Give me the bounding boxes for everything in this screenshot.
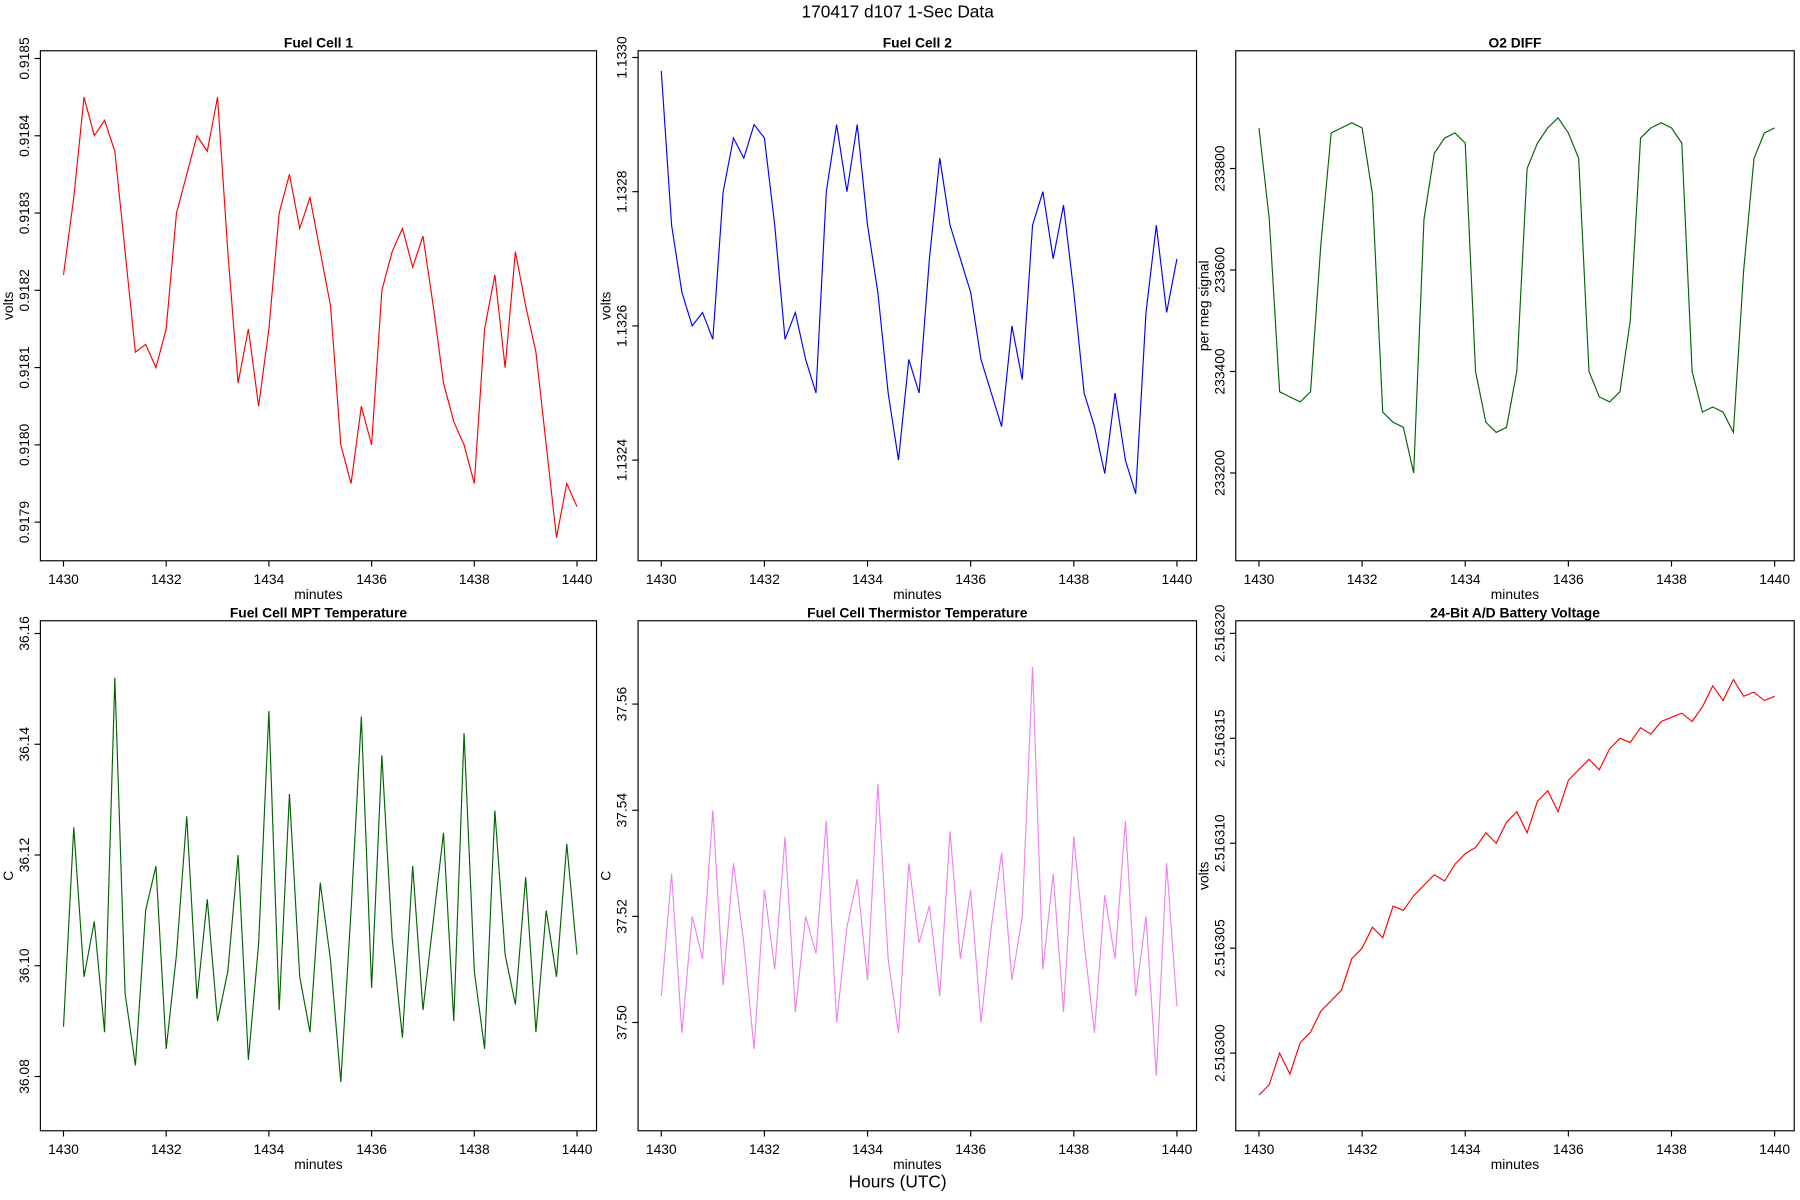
- x-tick-label: 1432: [1347, 571, 1378, 587]
- y-tick-label: 36.12: [16, 838, 32, 873]
- x-tick-label: 1430: [1244, 1141, 1275, 1157]
- x-tick-label: 1430: [646, 571, 677, 587]
- x-tick-label: 1436: [1553, 1141, 1584, 1157]
- x-axis-label: minutes: [893, 586, 942, 602]
- x-tick-label: 1430: [646, 1141, 677, 1157]
- y-tick-label: 36.14: [16, 727, 32, 762]
- x-tick-label: 1432: [749, 1141, 780, 1157]
- y-tick-label: 233400: [1211, 348, 1227, 394]
- y-tick-label: 233600: [1211, 247, 1227, 293]
- y-tick-label: 0.9185: [16, 37, 32, 80]
- y-tick-label: 1.1326: [614, 304, 630, 347]
- x-tick-label: 1436: [955, 1141, 986, 1157]
- x-tick-label: 1436: [356, 571, 387, 587]
- y-tick-label: 233800: [1211, 145, 1227, 191]
- x-tick-label: 1430: [1244, 571, 1275, 587]
- x-tick-label: 1430: [48, 571, 79, 587]
- panel-title: Fuel Cell MPT Temperature: [230, 605, 408, 621]
- y-tick-label: 36.08: [16, 1059, 32, 1094]
- y-tick-label: 1.1330: [614, 36, 630, 79]
- page-xlabel: Hours (UTC): [849, 1171, 947, 1191]
- y-tick-label: 2.516310: [1211, 814, 1227, 872]
- y-axis-label: per meg signal: [1195, 260, 1211, 351]
- x-axis-label: minutes: [1491, 586, 1540, 602]
- x-tick-label: 1434: [254, 1141, 285, 1157]
- plot-frame: [637, 50, 1198, 562]
- y-tick-label: 2.516300: [1211, 1024, 1227, 1082]
- data-line: [62, 677, 578, 1083]
- page-title: 170417 d107 1-Sec Data: [802, 1, 995, 21]
- y-tick-label: 36.16: [16, 616, 32, 651]
- y-tick-label: 233200: [1211, 450, 1227, 496]
- y-axis-label: volts: [598, 291, 614, 320]
- y-tick-label: 0.9179: [16, 501, 32, 544]
- x-tick-label: 1434: [852, 571, 883, 587]
- y-axis-label: C: [598, 871, 614, 881]
- x-tick-label: 1432: [151, 1141, 182, 1157]
- y-axis-label: volts: [0, 291, 16, 320]
- x-tick-label: 1438: [1058, 571, 1089, 587]
- x-tick-label: 1440: [1162, 1141, 1193, 1157]
- y-tick-label: 0.9181: [16, 346, 32, 389]
- plot-frame: [1235, 620, 1795, 1132]
- x-tick-label: 1438: [459, 571, 490, 587]
- panel-title: O2 DIFF: [1488, 35, 1541, 51]
- x-tick-label: 1440: [1759, 1141, 1790, 1157]
- x-tick-label: 1438: [1656, 571, 1687, 587]
- x-axis-label: minutes: [294, 586, 343, 602]
- panel-title: Fuel Cell 1: [284, 35, 353, 51]
- y-tick-label: 1.1324: [614, 439, 630, 482]
- panel-title: 24-Bit A/D Battery Voltage: [1430, 605, 1600, 621]
- y-tick-label: 37.52: [614, 899, 630, 934]
- x-axis-label: minutes: [1491, 1156, 1540, 1172]
- y-tick-label: 37.54: [614, 793, 630, 828]
- x-tick-label: 1440: [562, 571, 593, 587]
- y-tick-label: 2.516305: [1211, 919, 1227, 977]
- x-tick-label: 1436: [356, 1141, 387, 1157]
- y-tick-label: 0.9184: [16, 114, 32, 157]
- x-tick-label: 1430: [48, 1141, 79, 1157]
- x-axis-label: minutes: [893, 1156, 942, 1172]
- plot-frame: [637, 620, 1198, 1132]
- x-tick-label: 1436: [1553, 571, 1584, 587]
- data-line: [62, 96, 578, 538]
- x-tick-label: 1440: [1759, 571, 1790, 587]
- x-tick-label: 1440: [562, 1141, 593, 1157]
- y-tick-label: 0.9183: [16, 192, 32, 235]
- y-axis-label: volts: [1195, 861, 1211, 890]
- x-tick-label: 1432: [151, 571, 182, 587]
- plot-frame: [39, 620, 598, 1132]
- x-tick-label: 1438: [459, 1141, 490, 1157]
- y-tick-label: 2.516320: [1211, 604, 1227, 662]
- x-axis-label: minutes: [294, 1156, 343, 1172]
- panel-title: Fuel Cell 2: [883, 35, 952, 51]
- y-tick-label: 37.56: [614, 686, 630, 721]
- plot-frame: [1235, 50, 1795, 562]
- x-tick-label: 1438: [1058, 1141, 1089, 1157]
- data-line: [660, 666, 1178, 1076]
- x-tick-label: 1434: [852, 1141, 883, 1157]
- y-tick-label: 0.9182: [16, 269, 32, 311]
- panel-title: Fuel Cell Thermistor Temperature: [807, 605, 1028, 621]
- x-tick-label: 1434: [1450, 1141, 1481, 1157]
- x-tick-label: 1438: [1656, 1141, 1687, 1157]
- x-tick-label: 1440: [1162, 571, 1193, 587]
- x-tick-label: 1434: [254, 571, 285, 587]
- plot-frame: [39, 50, 598, 562]
- x-tick-label: 1434: [1450, 571, 1481, 587]
- data-line: [660, 70, 1178, 494]
- x-tick-label: 1432: [1347, 1141, 1378, 1157]
- data-line: [1258, 678, 1775, 1096]
- x-tick-label: 1436: [955, 571, 986, 587]
- data-line: [1258, 116, 1775, 474]
- y-tick-label: 37.50: [614, 1005, 630, 1040]
- y-tick-label: 36.10: [16, 948, 32, 983]
- y-tick-label: 2.516315: [1211, 709, 1227, 767]
- y-tick-label: 0.9180: [16, 423, 32, 466]
- y-axis-label: C: [0, 871, 16, 881]
- y-tick-label: 1.1328: [614, 170, 630, 213]
- x-tick-label: 1432: [749, 571, 780, 587]
